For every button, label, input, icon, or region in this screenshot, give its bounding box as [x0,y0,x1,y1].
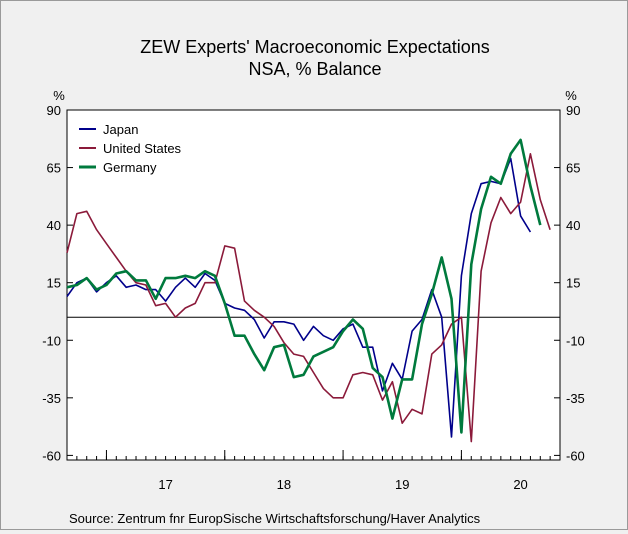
chart-subtitle: NSA, % Balance [248,59,381,79]
y-tick-label-right: -60 [566,448,585,463]
series-line-germany [66,138,542,434]
series-group [66,138,551,443]
y-tick-label-right: 15 [566,276,580,291]
x-year-label: 19 [395,477,409,492]
x-year-label: 20 [513,477,527,492]
y-tick-label-left: 15 [47,276,61,291]
y-tick-label-left: -10 [42,333,61,348]
legend-label: United States [103,141,182,156]
legend-label: Germany [103,160,157,175]
y-tick-label-right: 40 [566,218,580,233]
x-year-label: 18 [277,477,291,492]
legend: Japan United States Germany [79,122,182,175]
x-year-label: 17 [158,477,172,492]
series-line-japan [66,157,532,438]
y-tick-label-left: 90 [47,103,61,118]
y-tick-label-left: 65 [47,161,61,176]
y-tick-label-left: 40 [47,218,61,233]
y-tick-label-left: -35 [42,391,61,406]
legend-label: Japan [103,122,138,137]
y-tick-label-right: 90 [566,103,580,118]
y-tick-label-right: -10 [566,333,585,348]
y-unit-right: % [565,88,577,103]
y-tick-label-right: 65 [566,161,580,176]
y-unit-left: % [53,88,65,103]
axes-group: 90 90 65 65 40 40 15 15 -10 -10 -35 -35 -60 -60 17 18 19… [42,103,585,492]
chart-title: ZEW Experts' Macroeconomic Expectations [140,37,490,57]
y-tick-label-left: -60 [42,448,61,463]
y-tick-label-right: -35 [566,391,585,406]
source-note: Source: Zentrum fnr EuropSische Wirtscha… [69,511,481,526]
